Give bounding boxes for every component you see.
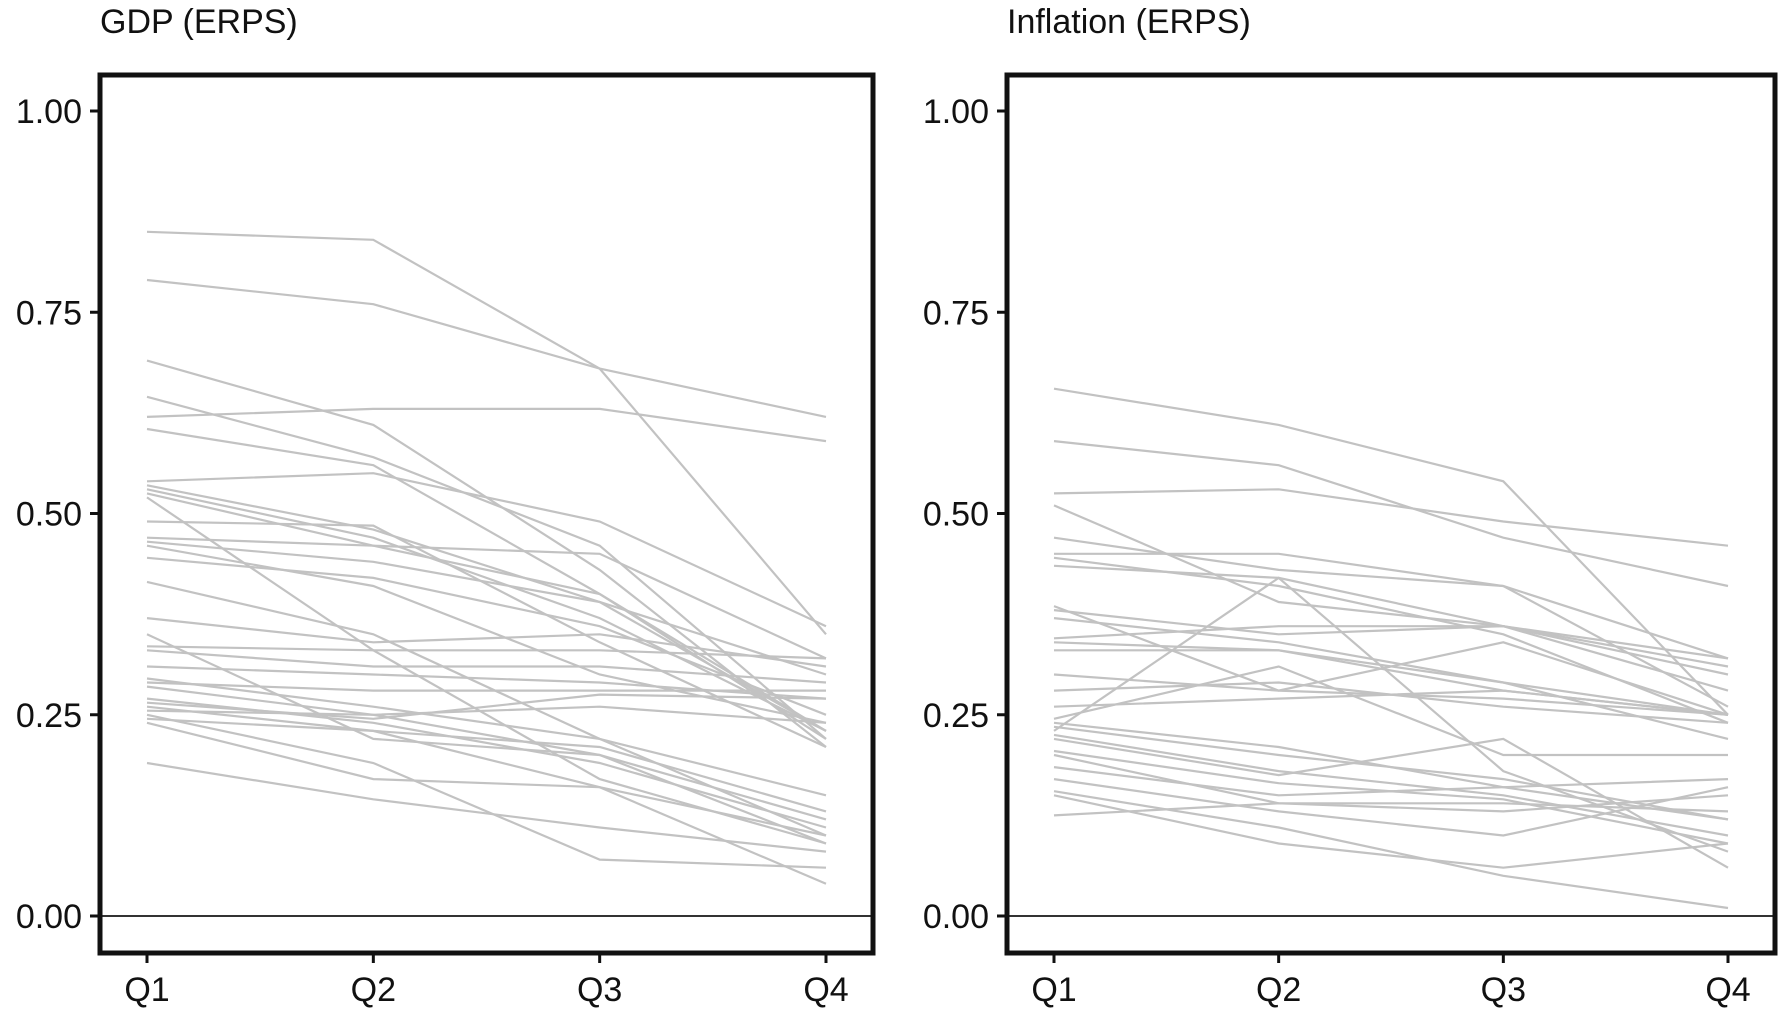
gdp-series-line-28: [146, 705, 827, 813]
gdp-y-tick-label: 0.25: [16, 697, 82, 735]
inflation-series-line-20: [1053, 725, 1729, 821]
inflation-series-line-8: [1053, 564, 1729, 692]
gdp-series-line-6: [146, 427, 827, 732]
inflation-plot-frame: [1004, 72, 1778, 956]
inflation-x-tick-label: Q1: [1031, 971, 1076, 1009]
gdp-series-line-12: [146, 520, 827, 748]
gdp-y-tick-label: 0.50: [16, 496, 82, 534]
inflation-series-line-12: [1053, 625, 1729, 676]
gdp-series-line-20: [146, 645, 827, 660]
inflation-y-tick-label: 0.75: [923, 294, 989, 332]
inflation-series-line-25: [1053, 753, 1729, 813]
gdp-x-tick-label: Q1: [124, 971, 169, 1009]
gdp-x-tick-label: Q3: [577, 971, 622, 1009]
inflation-y-tick-label: 0.25: [923, 697, 989, 735]
inflation-series-group: [1053, 387, 1729, 910]
inflation-series-line-1: [1053, 387, 1729, 716]
gdp-x-tick-label: Q2: [351, 971, 396, 1009]
gdp-panel-title: GDP (ERPS): [100, 3, 298, 41]
inflation-y-tick-label: 0.50: [923, 496, 989, 534]
inflation-series-line-3: [1053, 488, 1729, 547]
inflation-series-line-29: [1053, 794, 1729, 869]
gdp-series-line-16: [146, 556, 827, 716]
gdp-series-line-32: [146, 721, 827, 837]
gdp-series-line-1: [146, 230, 827, 636]
inflation-series-line-9: [1053, 605, 1729, 716]
inflation-y-tick-label: 0.00: [923, 898, 989, 936]
gdp-series-line-2: [146, 278, 827, 418]
inflation-series-line-24: [1053, 749, 1729, 845]
inflation-y-tick-label: 1.00: [923, 93, 989, 131]
inflation-x-tick-label: Q4: [1705, 971, 1750, 1009]
inflation-x-tick-label: Q2: [1256, 971, 1301, 1009]
inflation-series-line-4: [1053, 504, 1729, 660]
gdp-panel: GDP (ERPS) 0.00 0.25 0.50 0.75 1.00 Q1 Q2 Q3 Q4: [16, 3, 876, 1009]
inflation-series-line-17: [1053, 689, 1729, 716]
gdp-series-line-23: [146, 677, 827, 837]
gdp-series-line-33: [146, 761, 827, 853]
inflation-series-line-2: [1053, 440, 1729, 588]
inflation-series-line-5: [1053, 536, 1729, 660]
inflation-series-line-13: [1053, 641, 1729, 716]
gdp-series-line-4: [146, 395, 827, 740]
inflation-series-line-27: [1053, 778, 1729, 837]
inflation-panel-title: Inflation (ERPS): [1007, 3, 1251, 41]
gdp-series-line-9: [146, 488, 827, 732]
gdp-series-line-3: [146, 359, 827, 748]
inflation-series-line-10: [1053, 609, 1729, 668]
gdp-series-line-14: [146, 540, 827, 676]
gdp-series-group: [146, 230, 827, 885]
inflation-series-line-18: [1053, 665, 1728, 757]
inflation-x-tick-label: Q3: [1481, 971, 1526, 1009]
gdp-series-line-29: [146, 709, 827, 845]
gdp-series-line-7: [146, 472, 827, 628]
inflation-series-line-11: [1053, 617, 1729, 740]
gdp-series-line-21: [146, 649, 827, 684]
inflation-series-line-7: [1053, 556, 1729, 724]
gdp-series-line-24: [146, 681, 826, 692]
gdp-series-line-10: [146, 492, 827, 740]
gdp-series-line-17: [146, 580, 827, 797]
gdp-y-tick-label: 0.75: [16, 294, 82, 332]
gdp-y-tick-label: 0.00: [16, 898, 82, 936]
inflation-panel: Inflation (ERPS) 0.00 0.25 0.50 0.75 1.00 Q1 Q…: [923, 3, 1778, 1009]
gdp-series-line-27: [146, 693, 827, 720]
inflation-series-line-30: [1053, 802, 1729, 817]
gdp-series-line-31: [146, 717, 827, 885]
gdp-series-line-25: [146, 685, 827, 724]
inflation-series-line-22: [1053, 733, 1729, 837]
gdp-series-line-18: [146, 617, 827, 668]
gdp-y-tick-label: 1.00: [16, 93, 82, 131]
gdp-series-line-13: [146, 536, 827, 660]
gdp-series-line-30: [146, 713, 827, 869]
inflation-series-line-19: [1053, 721, 1729, 821]
inflation-series-line-26: [1053, 766, 1729, 797]
gdp-series-line-8: [146, 484, 827, 732]
gdp-series-line-15: [146, 544, 827, 724]
gdp-x-tick-label: Q4: [803, 971, 848, 1009]
gdp-series-line-5: [146, 407, 827, 443]
